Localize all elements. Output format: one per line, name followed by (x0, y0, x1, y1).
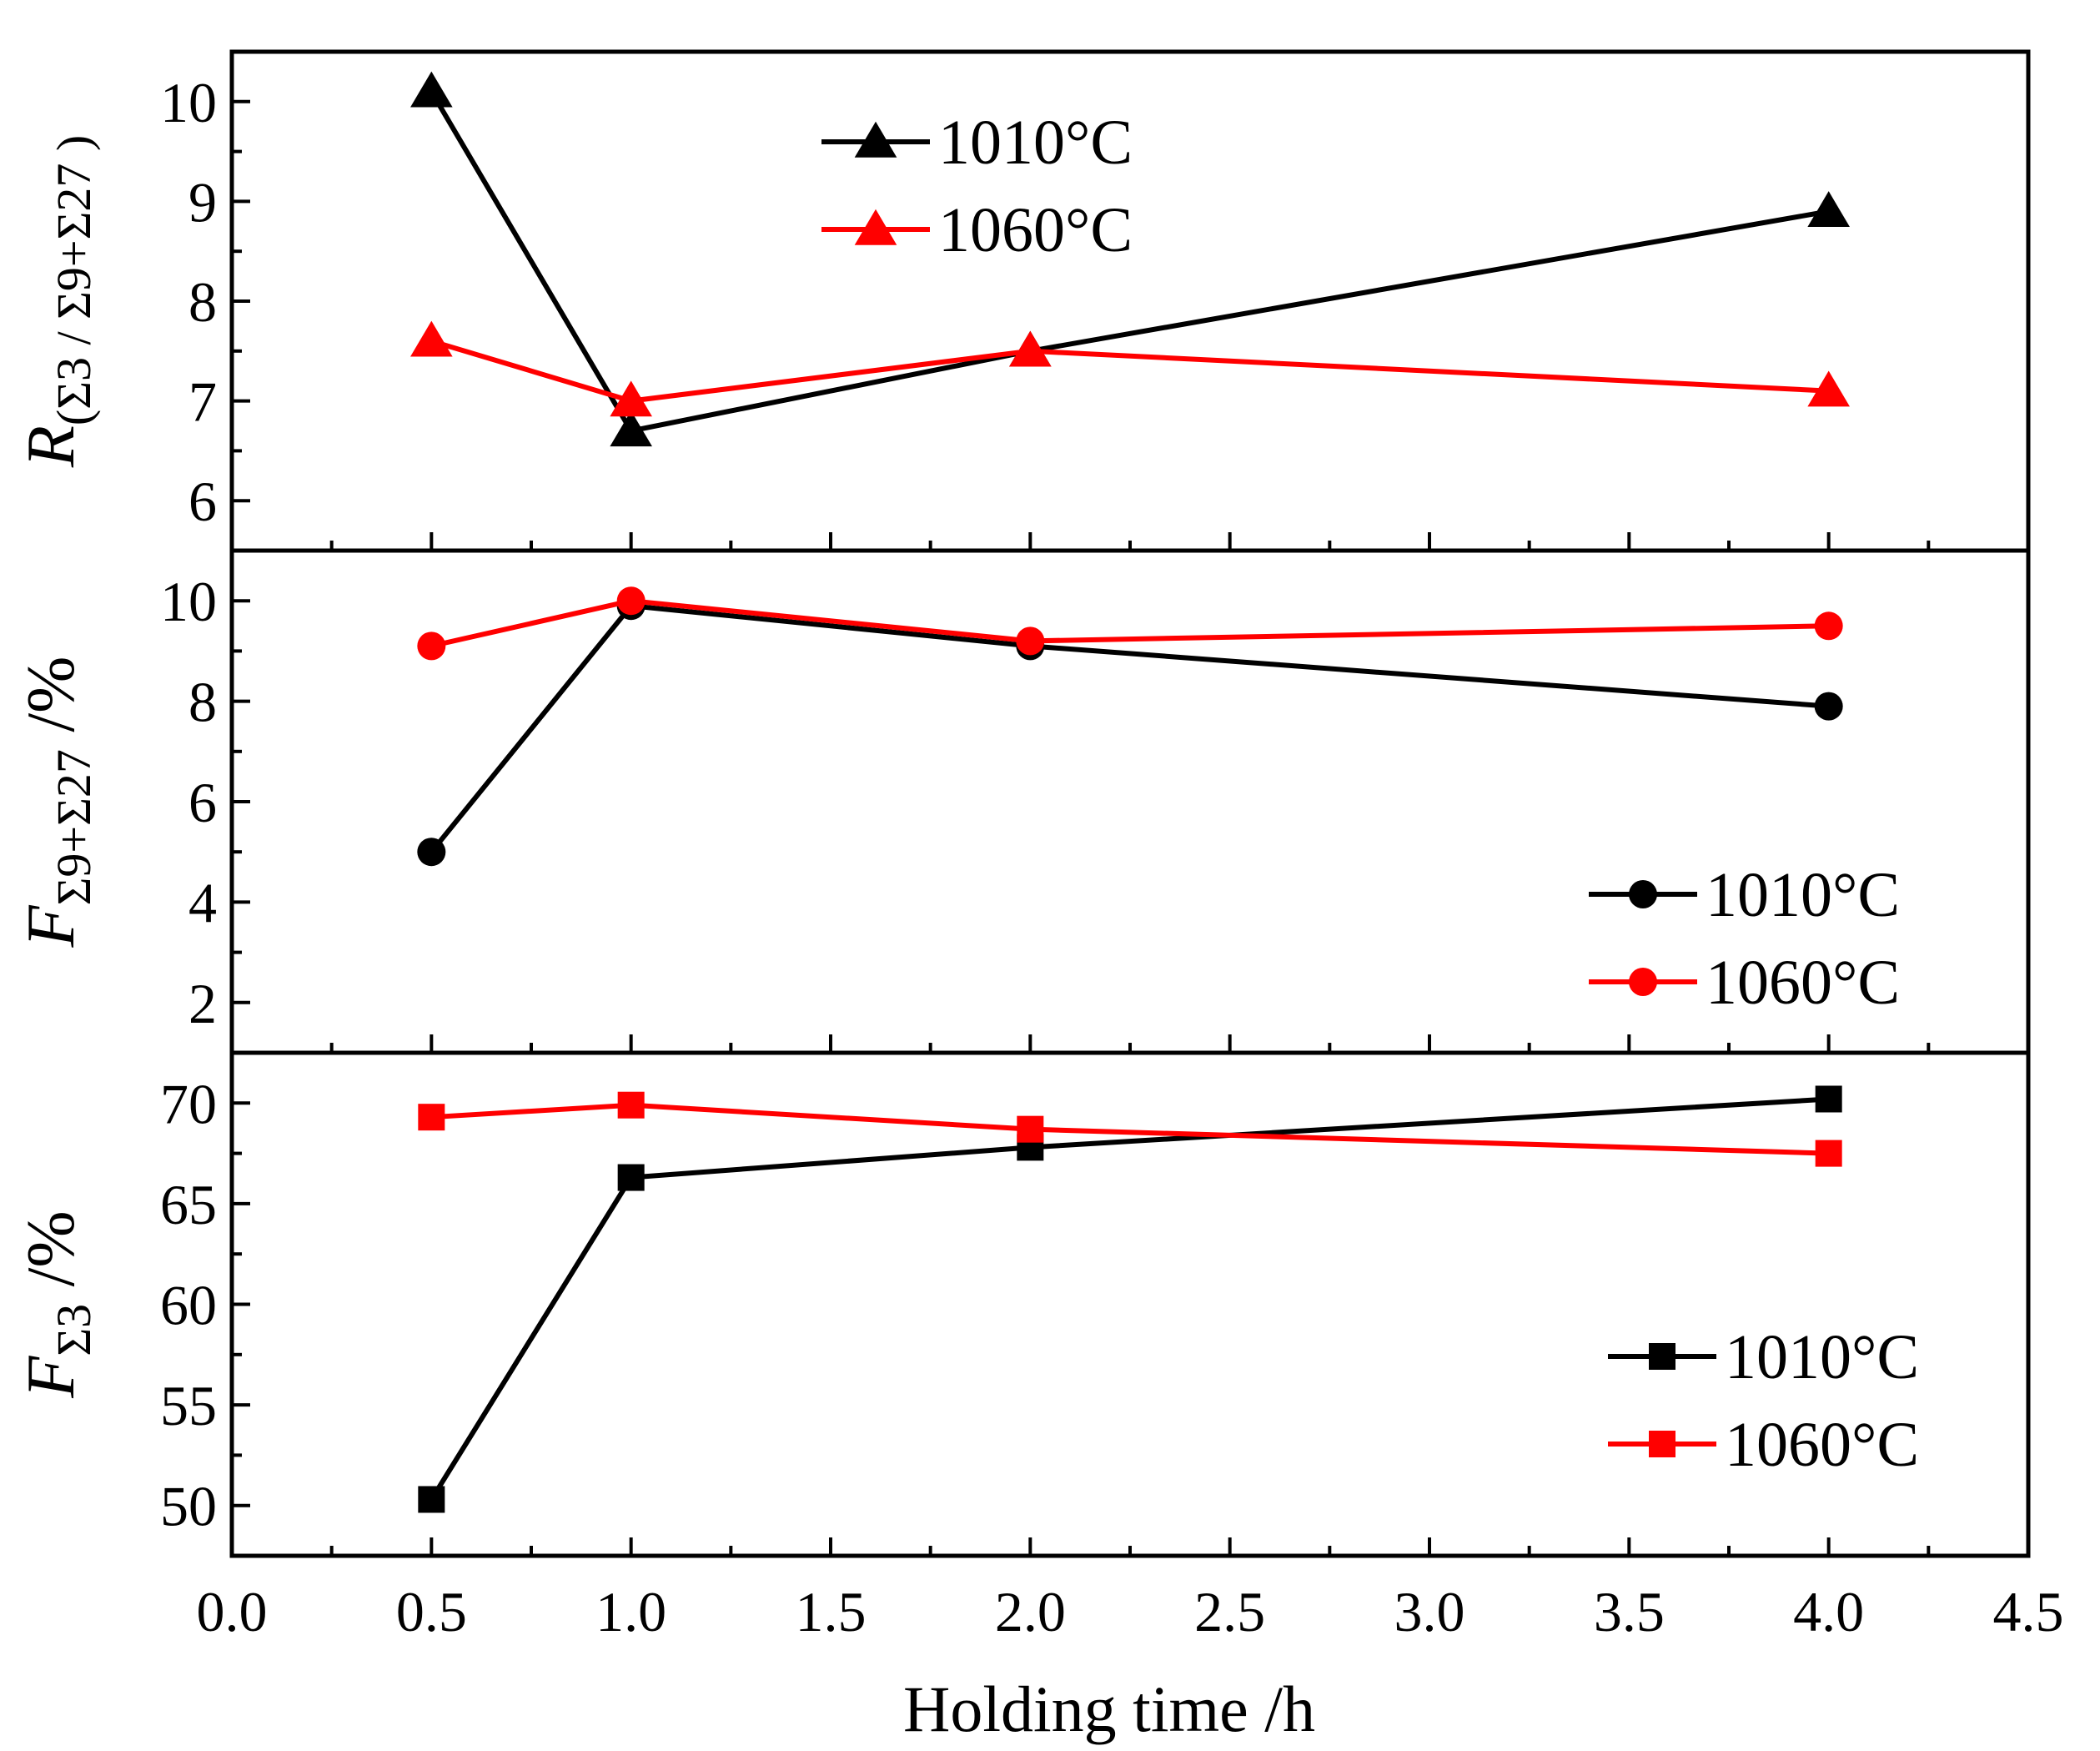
panel-f-sigma9-27-series-1010-line (430, 603, 1829, 854)
panel-f-sigma3-series-1010-point (617, 1164, 645, 1191)
panel-f-sigma3-legend-label: 1010°C (1725, 1322, 1919, 1392)
panel-f-sigma9-27-legend-marker (1629, 968, 1657, 996)
panel-ratio-legend-marker (854, 121, 897, 158)
panel-f-sigma9-27-ytick-label: 2 (188, 972, 217, 1035)
panel-f-sigma3-series-1010-point (418, 1486, 445, 1513)
panel-ratio-series-1010-line (429, 90, 1830, 434)
panel-f-sigma3-series-1010-point (1815, 1085, 1842, 1113)
x-tick-label: 3.5 (1594, 1580, 1665, 1643)
panel-f-sigma3: FΣ3 /% 50 55 60 65 70 1010°C 1060°C (13, 1050, 2031, 1558)
panel-f-sigma3-ytick-label: 70 (160, 1072, 217, 1135)
panel-f-sigma3-ytick-label: 65 (160, 1173, 217, 1236)
panel-ratio-legend-label: 1010°C (938, 108, 1133, 178)
panel-ratio-ytick-label: 6 (188, 470, 217, 533)
panel-f-sigma3-ytick-label: 50 (160, 1475, 217, 1538)
panel-f-sigma3-series-1060-point (418, 1104, 445, 1131)
panel-f-sigma9-27-ytick-label: 10 (160, 570, 217, 633)
x-axis: 0.0 0.5 1.0 1.5 2.0 2.5 3.0 3.5 4.0 4.5 (197, 1580, 2064, 1643)
x-tick-label: 0.0 (197, 1580, 268, 1643)
panel-f-sigma9-27-series-1060-point (417, 631, 446, 661)
panel-f-sigma9-27-ytick-label: 6 (188, 771, 217, 834)
panel-ratio-ylabel: R(Σ3 / Σ9+Σ27 ) (13, 135, 101, 468)
x-tick-label: 4.0 (1793, 1580, 1864, 1643)
panel-f-sigma9-27-series-1060-line (430, 598, 1829, 649)
panel-f-sigma9-27: FΣ9+Σ27 /% 2 4 6 8 10 1010°C 1060°C (13, 548, 2031, 1055)
panel-f-sigma3-series-1060-line (431, 1102, 1829, 1156)
panel-ratio-ytick-label: 10 (160, 71, 217, 134)
panel-ratio-series-1060-line (430, 338, 1829, 404)
panel-f-sigma3-legend-marker (1649, 1431, 1675, 1457)
panel-f-sigma9-27-series-1060-point (1016, 626, 1045, 656)
x-tick-label: 4.5 (1993, 1580, 2064, 1643)
panel-f-sigma3-series-1060-point (1017, 1115, 1044, 1143)
panel-ratio-ytick-label: 9 (188, 170, 217, 234)
panel-f-sigma3-series-1060-point (617, 1091, 645, 1119)
x-tick-label: 2.5 (1194, 1580, 1265, 1643)
x-tick-label: 0.5 (396, 1580, 467, 1643)
panel-ratio-series-1060-point (1807, 370, 1850, 407)
panel-f-sigma9-27-series-1010-point (417, 838, 446, 867)
panel-ratio-series-1060-point (1009, 330, 1052, 367)
x-tick-label: 3.0 (1394, 1580, 1465, 1643)
panel-ratio-series-1010-point (1807, 191, 1850, 228)
x-tick-label: 2.0 (995, 1580, 1066, 1643)
panel-ratio-series-1060-point (610, 380, 652, 417)
x-tick-label: 1.5 (796, 1580, 867, 1643)
panel-f-sigma9-27-ytick-label: 8 (188, 671, 217, 734)
panel-f-sigma3-series-1060-point (1815, 1140, 1842, 1167)
panel-f-sigma9-27-series-1010-point (1814, 692, 1843, 721)
x-tick-label: 1.0 (595, 1580, 666, 1643)
panel-f-sigma3-series-1010-line (429, 1096, 1829, 1502)
panel-f-sigma3-frame (229, 1050, 2031, 1558)
panel-ratio-ytick-label: 8 (188, 270, 217, 334)
panel-ratio-legend-label: 1060°C (938, 195, 1133, 265)
panel-f-sigma3-legend-marker (1649, 1343, 1675, 1370)
panel-ratio-legend-marker (854, 209, 897, 245)
panel-ratio-series-1010-point (410, 71, 453, 108)
panel-f-sigma9-27-legend-marker (1629, 880, 1657, 908)
panel-f-sigma9-27-series-1060-point (616, 586, 646, 616)
panel-ratio-ytick-label: 7 (188, 370, 217, 434)
panel-f-sigma3-ytick-label: 60 (160, 1274, 217, 1337)
panel-f-sigma9-27-legend-label: 1010°C (1706, 860, 1900, 930)
panel-f-sigma9-27-ylabel: FΣ9+Σ27 /% (13, 657, 101, 948)
panel-ratio-series-1010-point (610, 410, 652, 447)
panel-f-sigma9-27-ytick-label: 4 (188, 871, 217, 934)
panel-ratio-series-1060-point (410, 320, 453, 357)
panel-ratio: R(Σ3 / Σ9+Σ27 ) 6 7 8 9 10 1010°C 1060°C (13, 49, 2031, 553)
x-axis-label: Holding time /h (903, 1673, 1315, 1745)
panel-f-sigma3-ylabel: FΣ3 /% (13, 1210, 101, 1398)
panel-f-sigma3-legend-label: 1060°C (1725, 1410, 1919, 1480)
panel-f-sigma9-27-series-1060-point (1814, 611, 1843, 641)
panel-f-sigma9-27-legend-label: 1060°C (1706, 948, 1900, 1018)
panel-f-sigma3-ytick-label: 55 (160, 1374, 217, 1437)
